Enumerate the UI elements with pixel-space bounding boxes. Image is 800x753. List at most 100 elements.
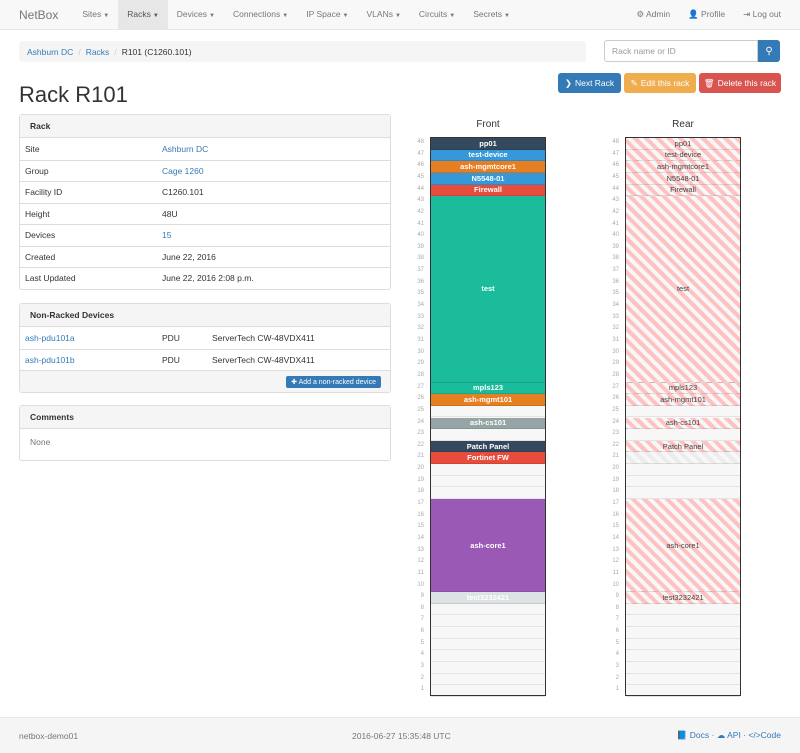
unit-number: 31 xyxy=(417,336,424,343)
rack-unit-slot[interactable] xyxy=(626,604,740,616)
breadcrumb-site[interactable]: Ashburn DC xyxy=(27,46,74,57)
nav-sites[interactable]: Sites ▼ xyxy=(73,0,118,29)
rack-unit-slot[interactable] xyxy=(626,639,740,651)
rack-unit-slot[interactable] xyxy=(431,615,545,628)
rack-device-rear[interactable]: ash-mgmtcore1 xyxy=(626,161,740,173)
edit-rack-button[interactable]: ✎ Edit this rack xyxy=(624,73,696,93)
rack-unit-slot[interactable] xyxy=(431,685,545,697)
rack-device-front[interactable]: test3232421 xyxy=(431,592,545,604)
rack-device-front[interactable]: Patch Panel xyxy=(431,440,545,453)
rack-unit-slot[interactable] xyxy=(431,662,545,674)
delete-rack-button[interactable]: 🗑 Delete this rack xyxy=(699,73,781,93)
unit-number: 20 xyxy=(612,465,619,472)
nav-profile[interactable]: 👤 Profile xyxy=(679,0,734,29)
rack-device-front[interactable]: ash-mgmtcore1 xyxy=(431,161,545,173)
rack-unit-slot[interactable] xyxy=(626,406,740,418)
rack-device-rear[interactable]: ash-mgmt101 xyxy=(626,394,740,406)
device-link[interactable]: ash-pdu101a xyxy=(25,332,75,343)
nav-log-out[interactable]: ⇥ Log out xyxy=(734,0,790,29)
attr-value[interactable]: Cage 1260 xyxy=(162,165,204,176)
search-button[interactable]: ⚲ xyxy=(758,40,780,62)
code-link[interactable]: </>Code xyxy=(748,730,781,740)
unit-number: 1 xyxy=(615,686,619,693)
brand-logo[interactable]: NetBox xyxy=(19,7,59,22)
nav-admin[interactable]: ⚙ Admin xyxy=(627,0,679,29)
rack-unit-slot[interactable] xyxy=(626,476,740,488)
rack-device-front[interactable]: ash-cs101 xyxy=(431,417,545,430)
rack-unit-slot[interactable] xyxy=(431,674,545,686)
unit-number: 39 xyxy=(612,243,619,250)
rack-device-rear[interactable]: test xyxy=(626,196,740,383)
rack-device-rear[interactable]: Patch Panel xyxy=(626,440,740,453)
rack-device-front[interactable]: ash-mgmt101 xyxy=(431,394,545,406)
attr-value[interactable]: 15 xyxy=(162,230,172,241)
attr-value: 48U xyxy=(162,208,178,219)
nav-ip-space[interactable]: IP Space ▼ xyxy=(297,0,357,29)
unit-number: 18 xyxy=(612,488,619,495)
attr-label: Created xyxy=(25,251,56,262)
nav-racks[interactable]: Racks ▼ xyxy=(118,0,168,29)
rack-unit-slot[interactable] xyxy=(626,429,740,441)
rack-device-rear[interactable]: mpls123 xyxy=(626,382,740,395)
nav-vlans[interactable]: VLANs ▼ xyxy=(358,0,410,29)
rack-device-rear[interactable]: N5548-01 xyxy=(626,172,740,185)
rack-unit-slot[interactable] xyxy=(431,476,545,488)
rack-unit-slot[interactable] xyxy=(626,674,740,686)
unit-number: 17 xyxy=(417,500,424,507)
api-link[interactable]: ☁ API xyxy=(716,730,741,740)
rack-device-front[interactable]: test-device xyxy=(431,149,545,162)
rack-device-front[interactable]: ash-core1 xyxy=(431,499,545,593)
rack-device-front[interactable]: Firewall xyxy=(431,184,545,197)
rack-unit-slot[interactable] xyxy=(626,685,740,697)
rack-device-front[interactable]: pp01 xyxy=(431,138,545,150)
rack-device-rear[interactable] xyxy=(626,452,740,465)
breadcrumb: Ashburn DC / Racks / R101 (C1260.101) xyxy=(19,41,586,62)
device-link[interactable]: ash-pdu101b xyxy=(25,354,75,365)
rack-unit-slot[interactable] xyxy=(431,627,545,639)
rack-unit-slot[interactable] xyxy=(626,662,740,674)
rack-unit-slot[interactable] xyxy=(626,487,740,500)
unit-number: 13 xyxy=(417,546,424,553)
rack-device-front[interactable]: Fortinet FW xyxy=(431,452,545,465)
rack-device-rear[interactable]: pp01 xyxy=(626,138,740,150)
rack-unit-slot[interactable] xyxy=(626,615,740,628)
rack-unit-slot[interactable] xyxy=(626,627,740,639)
unit-number: 48 xyxy=(417,139,424,145)
rack-device-rear[interactable]: ash-cs101 xyxy=(626,417,740,430)
unit-number: 42 xyxy=(612,208,619,215)
rack-search-input[interactable] xyxy=(604,40,758,62)
rack-unit-slot[interactable] xyxy=(626,464,740,476)
add-non-racked-device-button[interactable]: ✚ Add a non-racked device xyxy=(286,375,381,388)
docs-link[interactable]: 📘 Docs xyxy=(676,730,710,740)
docs-label: Docs xyxy=(689,730,710,740)
next-rack-button[interactable]: ❯ Next Rack xyxy=(558,73,621,93)
unit-number: 6 xyxy=(615,628,619,635)
rack-unit-slot[interactable] xyxy=(431,487,545,500)
rack-device-front[interactable]: test xyxy=(431,196,545,383)
rack-unit-slot[interactable] xyxy=(431,429,545,441)
unit-number: 7 xyxy=(420,616,424,623)
rack-unit-slot[interactable] xyxy=(431,406,545,418)
unit-number: 22 xyxy=(612,441,619,448)
rack-device-front[interactable]: N5548-01 xyxy=(431,172,545,185)
rack-device-rear[interactable]: ash-core1 xyxy=(626,499,740,593)
rack-unit-slot[interactable] xyxy=(431,650,545,663)
rack-unit-slot[interactable] xyxy=(431,464,545,476)
rack-unit-slot[interactable] xyxy=(431,604,545,616)
unit-number: 25 xyxy=(612,406,619,413)
unit-number: 23 xyxy=(417,430,424,437)
rack-device-rear[interactable]: test-device xyxy=(626,149,740,162)
rack-unit-slot[interactable] xyxy=(626,650,740,663)
rack-device-front[interactable]: mpls123 xyxy=(431,382,545,395)
rack-device-rear[interactable]: test3232421 xyxy=(626,592,740,604)
rack-unit-slot[interactable] xyxy=(431,639,545,651)
unit-number: 5 xyxy=(420,639,424,646)
breadcrumb-racks[interactable]: Racks xyxy=(85,46,110,57)
non-racked-panel: Non-Racked Devices ash-pdu101a PDU ServerT… xyxy=(19,303,391,393)
nav-connections[interactable]: Connections ▼ xyxy=(224,0,297,29)
rack-device-rear[interactable]: Firewall xyxy=(626,184,740,197)
nav-devices[interactable]: Devices ▼ xyxy=(168,0,224,29)
nav-circuits[interactable]: Circuits ▼ xyxy=(410,0,464,29)
nav-secrets[interactable]: Secrets ▼ xyxy=(464,0,519,29)
attr-value[interactable]: Ashburn DC xyxy=(162,143,209,154)
